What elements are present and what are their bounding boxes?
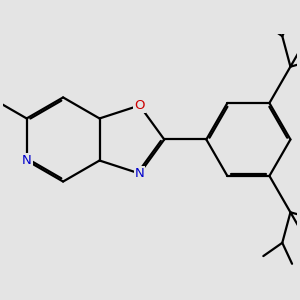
Text: N: N [135, 167, 144, 180]
Text: N: N [22, 154, 32, 167]
Text: O: O [134, 99, 145, 112]
